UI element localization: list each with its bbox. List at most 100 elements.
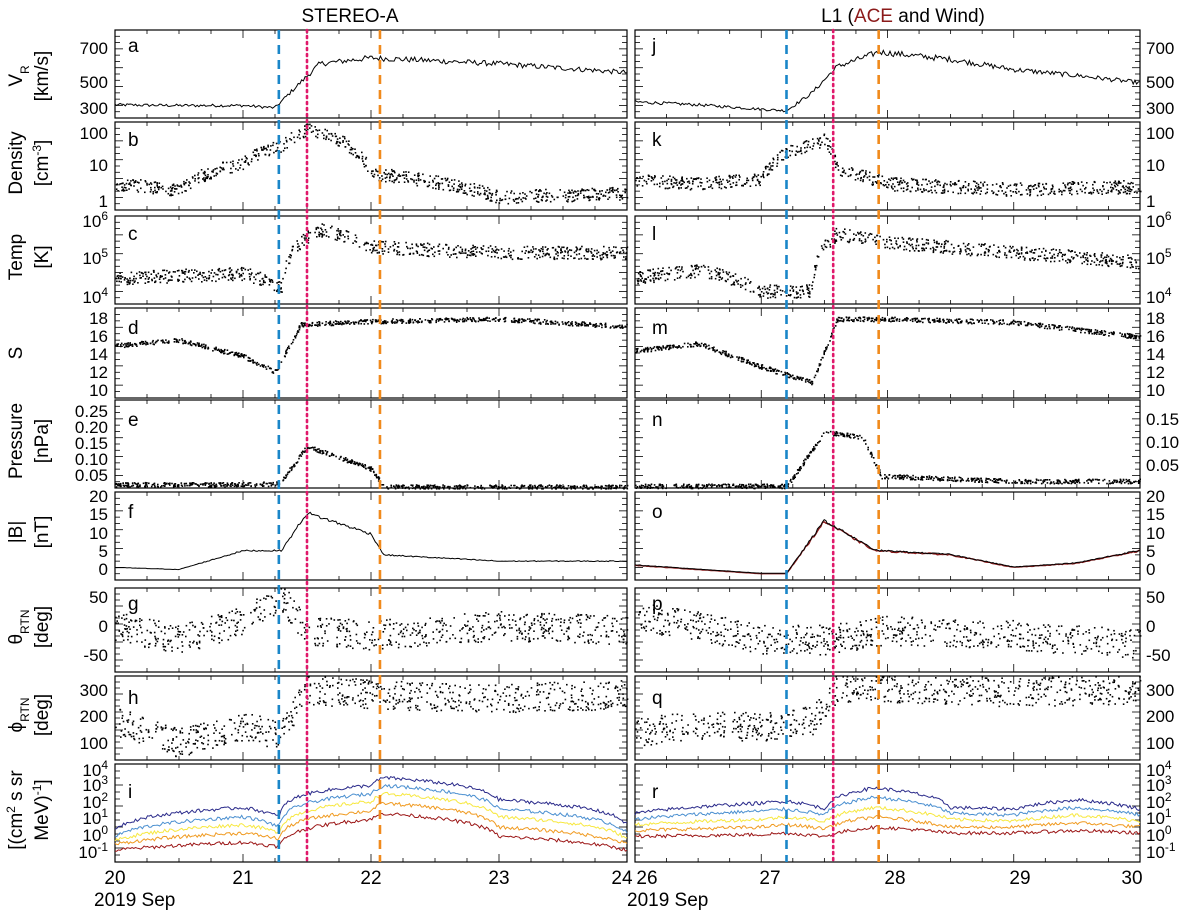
data-point — [636, 350, 639, 353]
data-point — [933, 239, 935, 242]
data-point — [566, 200, 568, 202]
data-point — [605, 253, 607, 256]
data-point — [338, 145, 340, 147]
data-layer — [114, 49, 1142, 852]
data-point — [579, 190, 582, 192]
data-point — [370, 321, 373, 323]
data-point — [943, 241, 946, 243]
data-point — [1028, 185, 1030, 187]
data-point — [823, 134, 825, 137]
data-point — [401, 321, 404, 323]
data-point — [459, 318, 461, 321]
data-point — [371, 250, 374, 252]
data-point — [608, 196, 611, 199]
data-point — [625, 256, 627, 258]
data-point — [725, 271, 728, 273]
data-point — [466, 256, 468, 259]
data-point — [659, 277, 662, 279]
data-point — [609, 327, 612, 329]
data-point — [949, 183, 952, 186]
data-point — [606, 256, 609, 259]
data-point — [264, 281, 266, 284]
data-point — [681, 179, 683, 182]
data-point — [435, 182, 438, 185]
data-point — [923, 188, 925, 190]
data-point — [945, 250, 948, 252]
data-point — [453, 183, 455, 185]
data-point — [626, 252, 628, 254]
data-point — [897, 237, 899, 240]
data-point — [428, 181, 431, 184]
data-point — [1057, 253, 1060, 255]
data-point — [749, 185, 752, 187]
data-point — [549, 200, 552, 203]
data-point — [304, 135, 307, 138]
data-point — [968, 253, 970, 255]
data-point — [1100, 333, 1102, 335]
data-point — [710, 276, 713, 278]
data-point — [938, 181, 941, 183]
data-point — [455, 321, 458, 323]
data-point — [1058, 260, 1061, 262]
data-point — [394, 243, 397, 245]
data-point — [363, 323, 366, 325]
data-point — [389, 246, 392, 248]
data-point — [923, 249, 926, 252]
data-point — [893, 177, 895, 179]
data-point — [611, 187, 613, 189]
ylabel-pressure: Pressure — [6, 403, 27, 479]
data-point — [1009, 251, 1012, 253]
data-point — [567, 200, 569, 203]
data-point — [315, 324, 318, 327]
data-point — [618, 251, 621, 254]
data-point — [409, 253, 411, 255]
data-point — [119, 272, 121, 274]
data-point — [268, 278, 271, 281]
data-point — [297, 243, 299, 245]
data-point — [407, 322, 410, 324]
data-point — [643, 179, 646, 182]
data-point — [455, 246, 457, 249]
data-point — [681, 177, 683, 179]
data-point — [1076, 192, 1079, 195]
data-point — [563, 257, 565, 260]
data-point — [198, 177, 200, 179]
data-point — [1117, 193, 1120, 195]
data-point — [221, 276, 224, 279]
data-point — [733, 281, 735, 284]
data-point — [763, 285, 766, 288]
data-point — [321, 236, 323, 238]
data-point — [1111, 263, 1113, 265]
data-point — [899, 245, 901, 248]
row-labels: VR [km/s] Density [cm-3] Temp [K] S Pres… — [4, 51, 53, 850]
data-point — [398, 181, 400, 183]
rtick-th-50: 50 — [1146, 588, 1165, 607]
data-point — [1019, 194, 1022, 196]
data-point — [862, 316, 865, 318]
data-point — [511, 321, 513, 323]
data-point — [463, 319, 466, 322]
data-point — [694, 276, 696, 279]
data-point — [142, 341, 144, 343]
data-point — [772, 157, 774, 160]
data-point — [759, 293, 762, 296]
data-point — [511, 258, 514, 261]
data-point — [986, 184, 989, 186]
data-point — [459, 246, 462, 249]
data-point — [771, 368, 774, 371]
data-point — [196, 342, 199, 344]
data-point — [1043, 257, 1046, 260]
data-point — [1004, 246, 1007, 249]
data-point — [302, 322, 305, 325]
data-point — [806, 146, 809, 149]
data-point — [635, 179, 637, 182]
data-point — [751, 179, 754, 182]
data-point — [352, 242, 354, 244]
data-point — [554, 322, 557, 325]
data-point — [613, 189, 616, 192]
data-point — [412, 321, 415, 324]
data-point — [537, 201, 540, 203]
data-point — [855, 174, 857, 176]
data-point — [575, 250, 577, 252]
data-point — [270, 145, 272, 147]
